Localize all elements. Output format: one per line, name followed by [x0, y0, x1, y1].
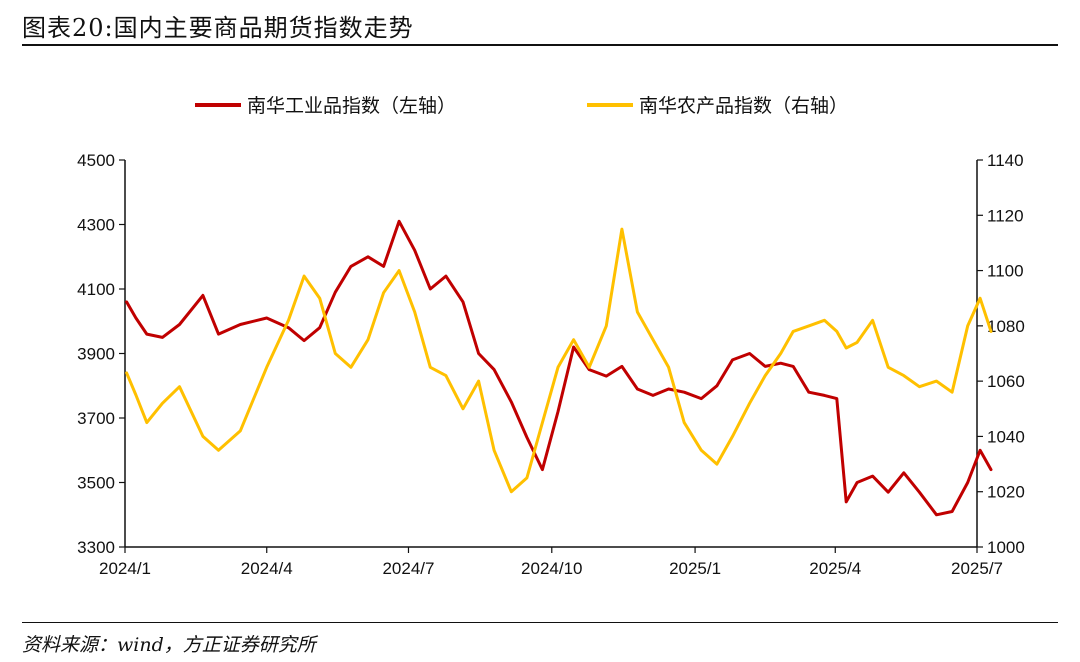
- left-tick-label: 3700: [77, 409, 115, 428]
- source-note: 资料来源：wind，方正证券研究所: [22, 634, 316, 656]
- chart-axes: 3300 3500 3700 3900 4100 4300 4500 1000 1020 1040…: [77, 151, 1025, 578]
- left-tick-label: 4100: [77, 280, 115, 299]
- x-tick-label: 2024/4: [241, 559, 293, 578]
- right-tick-label: 1140: [987, 151, 1024, 170]
- left-tick-label: 3900: [77, 345, 115, 364]
- chart-lines: [125, 219, 993, 517]
- left-tick-label: 3500: [77, 474, 115, 493]
- right-tick-label: 1120: [987, 206, 1024, 225]
- footer-rule: [22, 622, 1058, 623]
- x-tick-label: 2025/1: [669, 559, 721, 578]
- legend-label: 南华农产品指数（右轴）: [639, 95, 848, 117]
- right-tick-label: 1080: [987, 317, 1025, 336]
- left-tick-label: 4300: [77, 216, 115, 235]
- right-tick-label: 1060: [987, 372, 1025, 391]
- right-tick-label: 1020: [987, 483, 1025, 502]
- right-tick-label: 1000: [987, 538, 1025, 557]
- x-tick-label: 2025/4: [809, 559, 861, 578]
- x-tick-label: 2024/7: [382, 559, 434, 578]
- industrial-index-line: [125, 219, 993, 517]
- chart-legend: 南华工业品指数（左轴） 南华农产品指数（右轴）: [195, 95, 848, 117]
- x-tick-label: 2024/1: [99, 559, 151, 578]
- x-tick-label: 2025/7: [951, 559, 1003, 578]
- left-tick-label: 4500: [77, 151, 115, 170]
- title-rule: [22, 44, 1058, 46]
- chart-title: 图表20:国内主要商品期货指数走势: [22, 14, 414, 42]
- agricultural-index-line: [125, 227, 993, 494]
- chart-canvas: 南华工业品指数（左轴） 南华农产品指数（右轴） 3300 3500 3700 3900 4…: [77, 95, 1025, 578]
- x-tick-label: 2024/10: [521, 559, 582, 578]
- legend-label: 南华工业品指数（左轴）: [247, 95, 456, 117]
- left-tick-label: 3300: [77, 538, 115, 557]
- right-tick-label: 1100: [987, 262, 1024, 281]
- right-tick-label: 1040: [987, 427, 1025, 446]
